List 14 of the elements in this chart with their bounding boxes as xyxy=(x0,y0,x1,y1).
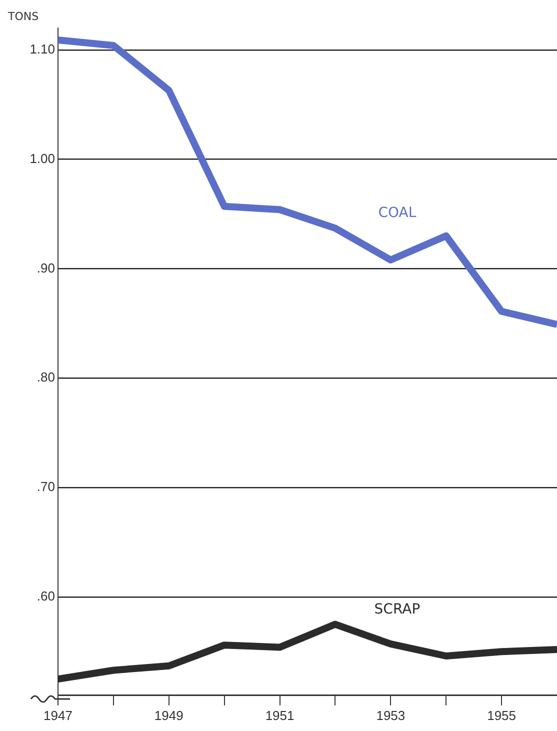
x-tick-label: 1955 xyxy=(487,708,516,723)
y-axis-title: TONS xyxy=(8,10,39,23)
y-tick-label: .60 xyxy=(36,588,55,604)
series-label: COAL xyxy=(378,205,416,222)
series-label: SCRAP xyxy=(374,601,420,618)
y-tick-label: 1.00 xyxy=(30,150,55,166)
y-tick-label: 1.10 xyxy=(30,41,55,56)
x-tick-label: 1949 xyxy=(154,708,184,723)
x-tick-label: 1953 xyxy=(376,708,406,723)
x-tick-label: 1947 xyxy=(44,708,72,723)
y-tick-label: .80 xyxy=(36,370,55,385)
y-tick-label: .90 xyxy=(36,260,55,276)
y-tick-label: .70 xyxy=(36,479,55,494)
x-tick-label: 1951 xyxy=(265,708,294,723)
